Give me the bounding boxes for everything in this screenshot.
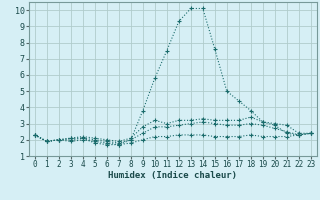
- X-axis label: Humidex (Indice chaleur): Humidex (Indice chaleur): [108, 171, 237, 180]
